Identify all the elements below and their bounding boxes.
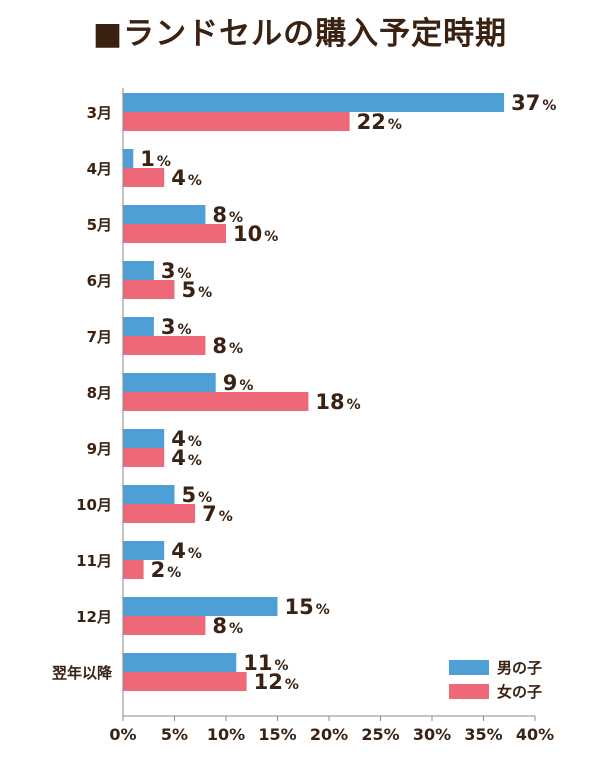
bar-boys bbox=[123, 653, 237, 672]
data-label: 37% bbox=[511, 91, 556, 115]
data-label: 8% bbox=[212, 334, 243, 358]
bar-boys bbox=[123, 485, 175, 504]
bar-girls bbox=[123, 448, 165, 467]
x-tick-label: 10% bbox=[207, 725, 245, 744]
bar-boys bbox=[123, 205, 206, 224]
x-tick-label: 25% bbox=[361, 725, 399, 744]
chart-title: ■ランドセルの購入予定時期 bbox=[92, 16, 508, 52]
bar-girls bbox=[123, 168, 165, 187]
bar-girls bbox=[123, 504, 196, 523]
category-label: 7月 bbox=[87, 328, 112, 346]
x-tick-label: 20% bbox=[310, 725, 348, 744]
bar-girls bbox=[123, 336, 206, 355]
bar-girls bbox=[123, 112, 350, 131]
bar-girls bbox=[123, 280, 175, 299]
category-label: 4月 bbox=[87, 160, 112, 178]
bar-boys bbox=[123, 541, 165, 560]
x-tick-label: 35% bbox=[464, 725, 502, 744]
bar-girls bbox=[123, 560, 144, 579]
data-label: 3% bbox=[161, 315, 192, 339]
bar-girls bbox=[123, 224, 226, 243]
data-label: 7% bbox=[202, 502, 233, 526]
bar-boys bbox=[123, 373, 216, 392]
data-label: 18% bbox=[315, 390, 360, 414]
data-label: 8% bbox=[212, 614, 243, 638]
bar-boys bbox=[123, 429, 165, 448]
data-label: 4% bbox=[171, 539, 202, 563]
bar-boys bbox=[123, 317, 154, 336]
x-tick-label: 0% bbox=[109, 725, 136, 744]
data-label: 22% bbox=[357, 110, 402, 134]
category-label: 10月 bbox=[76, 496, 112, 514]
category-label: 翌年以降 bbox=[52, 664, 113, 682]
bar-girls bbox=[123, 392, 309, 411]
x-tick-label: 5% bbox=[161, 725, 188, 744]
x-tick-label: 40% bbox=[516, 725, 554, 744]
bar-boys bbox=[123, 93, 505, 112]
legend-swatch bbox=[449, 684, 489, 699]
bar-boys bbox=[123, 149, 134, 168]
data-label: 12% bbox=[254, 670, 299, 694]
data-label: 10% bbox=[233, 222, 278, 246]
category-label: 6月 bbox=[87, 272, 112, 290]
x-tick-label: 30% bbox=[413, 725, 451, 744]
category-label: 12月 bbox=[76, 608, 112, 626]
bar-boys bbox=[123, 597, 278, 616]
x-tick-label: 15% bbox=[258, 725, 296, 744]
data-label: 5% bbox=[182, 278, 213, 302]
category-label: 3月 bbox=[87, 104, 112, 122]
bar-girls bbox=[123, 616, 206, 635]
legend-label: 男の子 bbox=[497, 659, 542, 677]
bar-girls bbox=[123, 672, 247, 691]
data-label: 4% bbox=[171, 166, 202, 190]
category-label: 9月 bbox=[87, 440, 112, 458]
bar-boys bbox=[123, 261, 154, 280]
data-label: 9% bbox=[223, 371, 254, 395]
legend-swatch bbox=[449, 660, 489, 675]
category-label: 8月 bbox=[87, 384, 112, 402]
category-label: 5月 bbox=[87, 216, 112, 234]
category-label: 11月 bbox=[76, 552, 112, 570]
data-label: 1% bbox=[140, 147, 171, 171]
data-label: 15% bbox=[285, 595, 330, 619]
legend-label: 女の子 bbox=[497, 683, 542, 701]
